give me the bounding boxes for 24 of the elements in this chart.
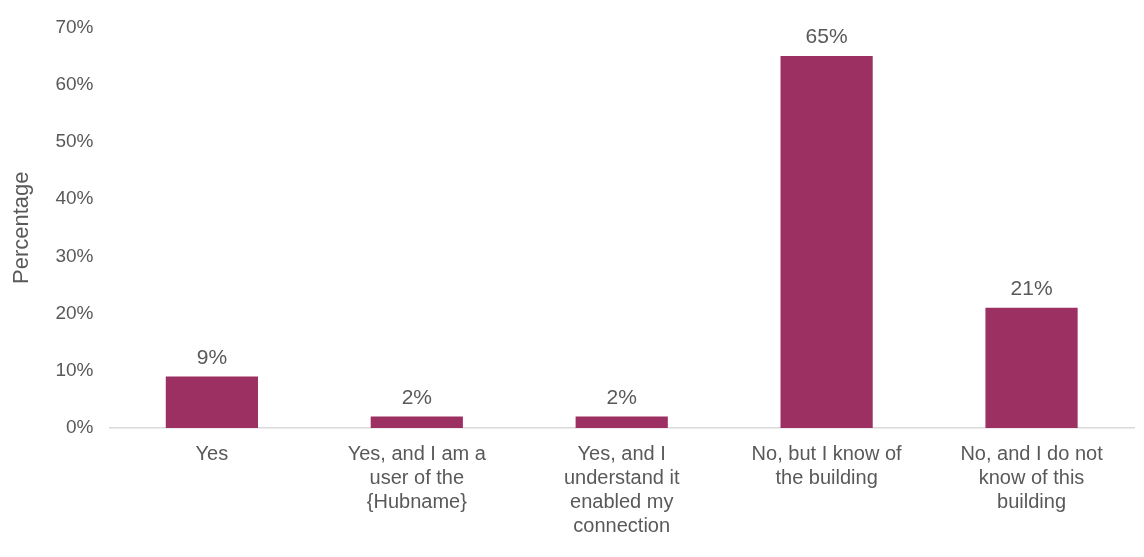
bar: [985, 307, 1078, 428]
data-label: 2%: [606, 384, 637, 408]
y-axis-title: Percentage: [8, 171, 34, 284]
bar: [780, 56, 873, 428]
y-tick-label: 30%: [55, 244, 94, 266]
y-tick-label: 10%: [55, 359, 94, 381]
y-tick-label: 70%: [55, 15, 94, 37]
bar: [165, 376, 258, 428]
x-tick-label: No, and I do not know of this building: [960, 441, 1104, 512]
x-tick-label: Yes: [195, 441, 229, 464]
data-label: 9%: [196, 344, 228, 368]
y-tick-label: 60%: [55, 72, 94, 94]
data-label: 2%: [401, 384, 432, 408]
bar: [370, 416, 463, 428]
y-tick-label: 50%: [55, 130, 94, 152]
x-tick-label: No, but I know of the building: [751, 441, 903, 488]
y-tick-label: 0%: [65, 416, 94, 438]
x-tick-label: Yes, and I understand it enabled my connection: [563, 441, 680, 536]
data-label: 65%: [805, 24, 848, 48]
y-tick-label: 20%: [55, 301, 94, 323]
x-tick-label: Yes, and I am a user of the {Hubname}: [347, 441, 487, 512]
data-label: 21%: [1010, 276, 1053, 300]
bar: [575, 416, 668, 428]
y-tick-label: 40%: [55, 187, 94, 209]
